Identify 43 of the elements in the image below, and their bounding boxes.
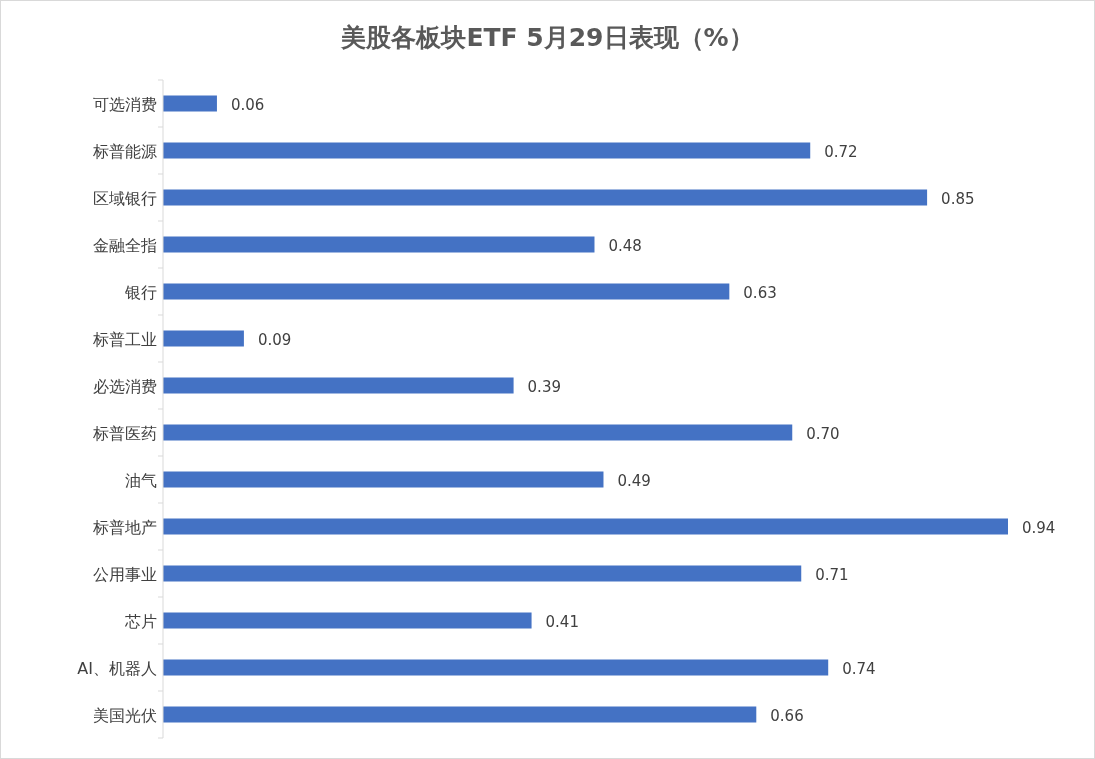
bar xyxy=(163,236,595,253)
data-label: 0.09 xyxy=(257,330,292,349)
bar xyxy=(163,283,730,300)
bar xyxy=(163,424,793,441)
bar xyxy=(163,95,217,112)
data-label: 0.71 xyxy=(815,565,849,584)
y-tick-label: 美国光伏 xyxy=(93,705,157,725)
y-tick-label: 标普医药 xyxy=(92,423,157,443)
data-label: 0.74 xyxy=(842,659,876,678)
data-label: 0.48 xyxy=(608,236,642,255)
bar xyxy=(163,706,757,723)
y-tick-label: AI、机器人 xyxy=(77,658,157,678)
bar xyxy=(163,518,1008,535)
y-tick-label: 可选消费 xyxy=(93,94,157,114)
data-label: 0.06 xyxy=(230,95,265,114)
y-tick-label: 标普地产 xyxy=(92,517,157,537)
data-label: 0.85 xyxy=(941,189,975,208)
data-label: 0.66 xyxy=(770,706,804,725)
y-tick-label: 金融全指 xyxy=(93,235,157,255)
y-tick-label: 银行 xyxy=(124,282,157,302)
y-tick-label: 必选消费 xyxy=(93,376,157,396)
y-tick-label: 油气 xyxy=(125,470,157,490)
bar xyxy=(163,471,604,488)
bar xyxy=(163,377,514,394)
data-label: 0.94 xyxy=(1022,518,1056,537)
y-tick-label: 公用事业 xyxy=(93,564,157,584)
bar xyxy=(163,189,928,206)
data-label: 0.63 xyxy=(743,283,777,302)
data-label: 0.39 xyxy=(527,377,561,396)
data-label: 0.41 xyxy=(545,612,579,631)
bar xyxy=(163,330,244,347)
bar xyxy=(163,142,811,159)
chart-title: 美股各板块ETF 5月29日表现（%） xyxy=(340,23,754,52)
data-label: 0.49 xyxy=(617,471,651,490)
y-tick-label: 标普能源 xyxy=(92,141,157,161)
y-tick-label: 区域银行 xyxy=(93,188,157,208)
bar xyxy=(163,659,829,676)
bar xyxy=(163,612,532,629)
data-label: 0.70 xyxy=(806,424,840,443)
data-label: 0.72 xyxy=(824,142,858,161)
y-tick-label: 芯片 xyxy=(124,611,157,631)
bar xyxy=(163,565,802,582)
y-tick-label: 标普工业 xyxy=(92,329,157,349)
